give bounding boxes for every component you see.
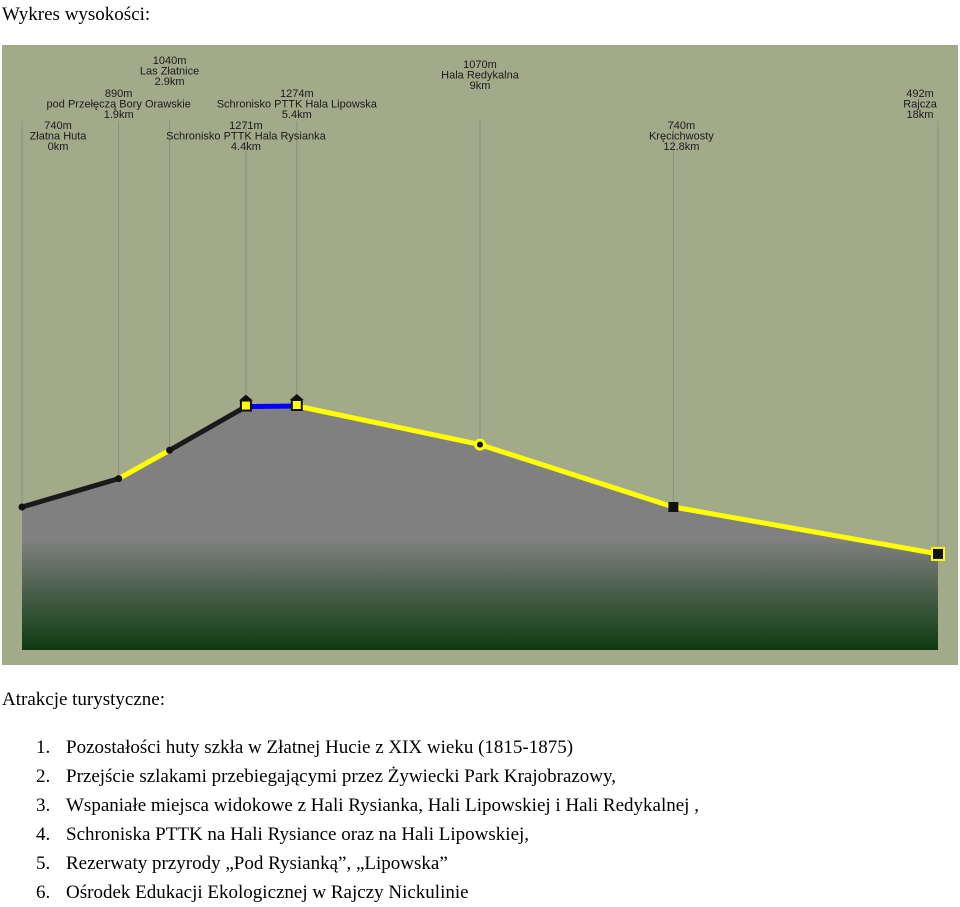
list-item-text: Przejście szlakami przebiegającymi przez… [66, 766, 617, 787]
elevation-label: 492m [906, 88, 934, 100]
viewpoint-icon [474, 438, 486, 451]
trail-segment-blue [243, 403, 300, 410]
waypoint-marker [115, 475, 123, 483]
trail-segment-black [19, 476, 122, 510]
elevation-label: 1070m [463, 59, 497, 71]
shelter-hut-icon [289, 394, 304, 411]
distance-label: 4.4km [231, 141, 261, 153]
distance-label: 1.9km [104, 109, 134, 121]
list-item-number: 4. [36, 824, 51, 845]
place-name-label: Rajcza [903, 99, 938, 111]
page-heading: Wykres wysokości: [2, 4, 151, 25]
place-name-label: Hala Redykalna [441, 70, 520, 82]
elevation-label: 1274m [280, 88, 314, 100]
trail-segment-yellow [294, 403, 483, 448]
distance-label: 2.9km [155, 76, 185, 88]
place-name-label: pod Przełęczą Bory Orawskie [47, 99, 191, 111]
place-name-label: Las Złatnice [140, 66, 199, 78]
list-item-text: Ośrodek Edukacji Ekologicznej w Rajczy N… [66, 882, 469, 903]
trail-segment-yellow [116, 447, 173, 482]
list-item-text: Rezerwaty przyrody „Pod Rysianką”, „Lipo… [66, 853, 448, 874]
distance-label: 9km [470, 80, 491, 92]
elevation-label: 1040m [153, 55, 187, 67]
distance-label: 12.8km [663, 141, 699, 153]
distance-label: 5.4km [282, 109, 312, 121]
list-item-text: Schroniska PTTK na Hali Rysiance oraz na… [66, 824, 530, 845]
place-name-label: Kręcichwosty [649, 131, 714, 143]
list-item-number: 6. [36, 882, 51, 903]
list-item-text: Wspaniałe miejsca widokowe z Hali Rysian… [66, 795, 699, 816]
attractions-title: Atrakcje turystyczne: [2, 689, 166, 710]
terrain-area [22, 406, 938, 650]
waypoint-square-icon [668, 502, 679, 512]
place-name-label: Schronisko PTTK Hala Lipowska [217, 99, 378, 111]
trail-segment-yellow [670, 504, 941, 557]
distance-label: 0km [48, 141, 69, 153]
elevation-label: 740m [668, 120, 696, 132]
list-item-number: 3. [36, 795, 51, 816]
waypoint-marker [166, 446, 174, 454]
place-name-label: Schronisko PTTK Hala Rysianka [166, 131, 326, 143]
trail-end-icon [931, 546, 945, 561]
elevation-label: 1271m [229, 120, 263, 132]
trail-segment-yellow [477, 442, 676, 510]
list-item-text: Pozostałości huty szkła w Złatnej Hucie … [66, 737, 574, 758]
list-item-number: 5. [36, 853, 51, 874]
place-name-label: Złatna Huta [30, 131, 88, 143]
distance-label: 18km [907, 109, 934, 121]
shelter-hut-icon [238, 394, 253, 412]
trail-segment-black [167, 404, 249, 453]
elevation-label: 890m [105, 88, 133, 100]
list-item-number: 1. [36, 737, 51, 758]
elevation-label: 740m [44, 120, 72, 132]
waypoint-marker [18, 503, 26, 511]
list-item-number: 2. [36, 766, 51, 787]
